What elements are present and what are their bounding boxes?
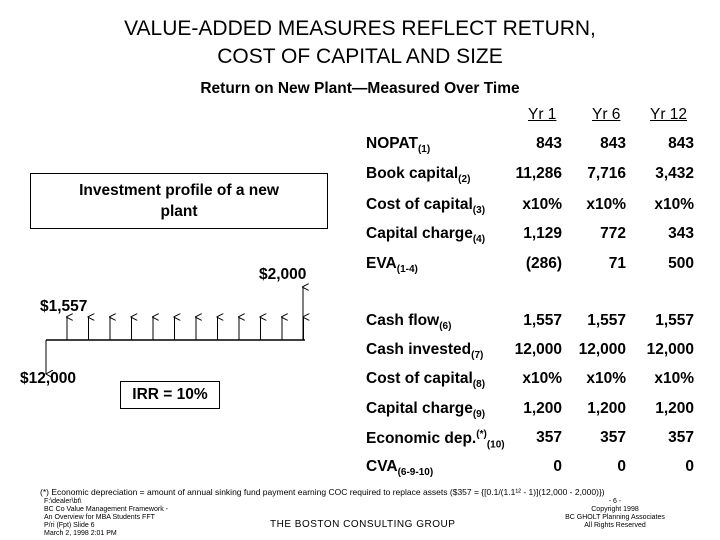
row-value: 0 xyxy=(553,458,562,475)
row-value: (286) xyxy=(525,255,562,272)
row-value: 843 xyxy=(600,135,626,152)
row-value: 7,716 xyxy=(587,165,626,182)
row-value: x10% xyxy=(654,370,694,387)
row-value: 11,286 xyxy=(515,165,562,182)
subtitle: Return on New Plant—Measured Over Time xyxy=(200,80,520,97)
row-value: 357 xyxy=(668,429,694,446)
row-value: x10% xyxy=(586,370,626,387)
row-value: 357 xyxy=(536,429,562,446)
row-value: 843 xyxy=(668,135,694,152)
title-line-2: COST OF CAPITAL AND SIZE xyxy=(217,45,503,68)
footer-right: - 6 - Copyright 1998 BC GHOLT Planning A… xyxy=(565,498,665,529)
title-line-1: VALUE-ADDED MEASURES REFLECT RETURN, xyxy=(124,17,596,40)
row-value: 1,557 xyxy=(523,312,562,329)
row-value: x10% xyxy=(586,196,626,213)
row-value: x10% xyxy=(522,196,562,213)
row-label-capital-charge-2: Capital charge(9) xyxy=(366,400,486,421)
footnote: (*) Economic depreciation = amount of an… xyxy=(40,487,605,497)
row-label-cash-flow: Cash flow(6) xyxy=(366,312,452,333)
row-value: 12,000 xyxy=(514,341,562,358)
row-value: 0 xyxy=(617,458,626,475)
inflow-arrows xyxy=(67,317,304,340)
row-value: 1,557 xyxy=(587,312,626,329)
row-value: 343 xyxy=(668,225,694,242)
row-value: x10% xyxy=(522,370,562,387)
row-value: 0 xyxy=(685,458,694,475)
row-value: 1,200 xyxy=(523,400,562,417)
row-value: 357 xyxy=(600,429,626,446)
row-label-nopat: NOPAT(1) xyxy=(366,135,431,156)
terminal-value-label: $2,000 xyxy=(259,266,307,283)
column-header-yr6: Yr 6 xyxy=(592,106,621,123)
row-value: 71 xyxy=(608,255,626,272)
row-label-eva: EVA(1-4) xyxy=(366,255,418,276)
row-value: 1,200 xyxy=(655,400,694,417)
column-header-yr12: Yr 12 xyxy=(650,106,688,123)
row-label-cost-of-capital-2: Cost of capital(8) xyxy=(366,370,486,391)
row-label-economic-dep: Economic dep.(*)(10) xyxy=(366,429,505,451)
row-value: 500 xyxy=(668,255,694,272)
row-value: 843 xyxy=(536,135,562,152)
row-label-book-capital: Book capital(2) xyxy=(366,165,471,186)
row-value: 1,129 xyxy=(523,225,562,242)
row-value: 3,432 xyxy=(655,165,694,182)
annual-cash-flow-label: $1,557 xyxy=(40,298,88,315)
row-label-cost-of-capital: Cost of capital(3) xyxy=(366,196,486,217)
row-value: 1,200 xyxy=(587,400,626,417)
row-value: 12,000 xyxy=(646,341,694,358)
column-header-yr1: Yr 1 xyxy=(528,106,557,123)
profile-text-line-2: plant xyxy=(160,203,198,220)
row-value: 1,557 xyxy=(655,312,694,329)
row-value: x10% xyxy=(654,196,694,213)
row-label-cash-invested: Cash invested(7) xyxy=(366,341,484,362)
investment-label: $12,000 xyxy=(20,370,77,387)
row-label-cva: CVA(6-9-10) xyxy=(366,458,434,479)
row-value: 772 xyxy=(600,225,626,242)
investment-profile-box: Investment profile of a new plant xyxy=(30,173,328,229)
profile-text-line-1: Investment profile of a new xyxy=(79,182,279,199)
footer-company: THE BOSTON CONSULTING GROUP xyxy=(270,519,456,530)
footer-left: F:\dealer\bt\ BC Co Value Management Fra… xyxy=(44,498,168,537)
row-label-capital-charge: Capital charge(4) xyxy=(366,225,486,246)
irr-box: IRR = 10% xyxy=(120,381,220,409)
row-value: 12,000 xyxy=(578,341,626,358)
